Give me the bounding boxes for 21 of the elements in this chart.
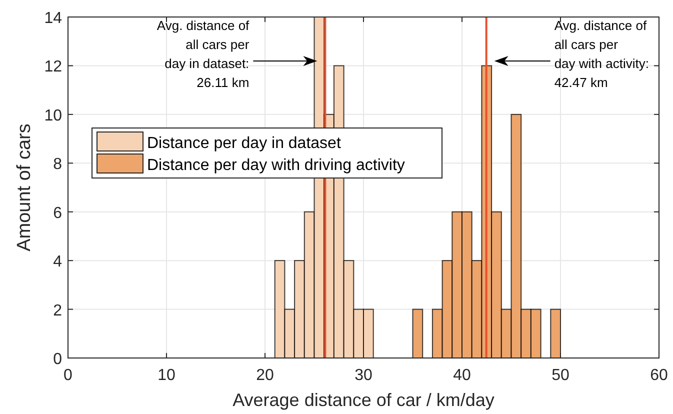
x-tick-label: 0 bbox=[64, 367, 73, 384]
y-axis-title: Amount of cars bbox=[14, 124, 35, 252]
y-tick-label: 8 bbox=[53, 156, 62, 174]
y-tick-label: 12 bbox=[44, 58, 62, 76]
x-tick-label: 30 bbox=[354, 367, 372, 384]
y-tick-label: 2 bbox=[53, 302, 62, 320]
x-tick-label: 10 bbox=[158, 367, 176, 384]
x-tick-label: 20 bbox=[256, 367, 274, 384]
legend-label: Distance per day in dataset bbox=[147, 135, 342, 152]
x-tick-label: 50 bbox=[552, 367, 570, 384]
x-tick-label: 40 bbox=[453, 367, 471, 384]
annotation: Avg. distance of all cars per day in dataset: 26.11 km bbox=[156, 18, 250, 90]
legend-label: Distance per day with driving activity bbox=[147, 157, 405, 174]
y-tick-label: 0 bbox=[53, 351, 62, 368]
y-tick-label: 10 bbox=[44, 107, 62, 124]
annotation: Avg. distance of all cars per day with activity: 42.47 km bbox=[554, 18, 649, 90]
x-tick-label: 60 bbox=[650, 367, 668, 384]
x-axis-title: Average distance of car / km/day bbox=[232, 390, 494, 410]
y-tick-label: 6 bbox=[53, 204, 62, 222]
y-tick-label: 4 bbox=[53, 254, 62, 271]
y-tick-label: 14 bbox=[44, 10, 62, 27]
